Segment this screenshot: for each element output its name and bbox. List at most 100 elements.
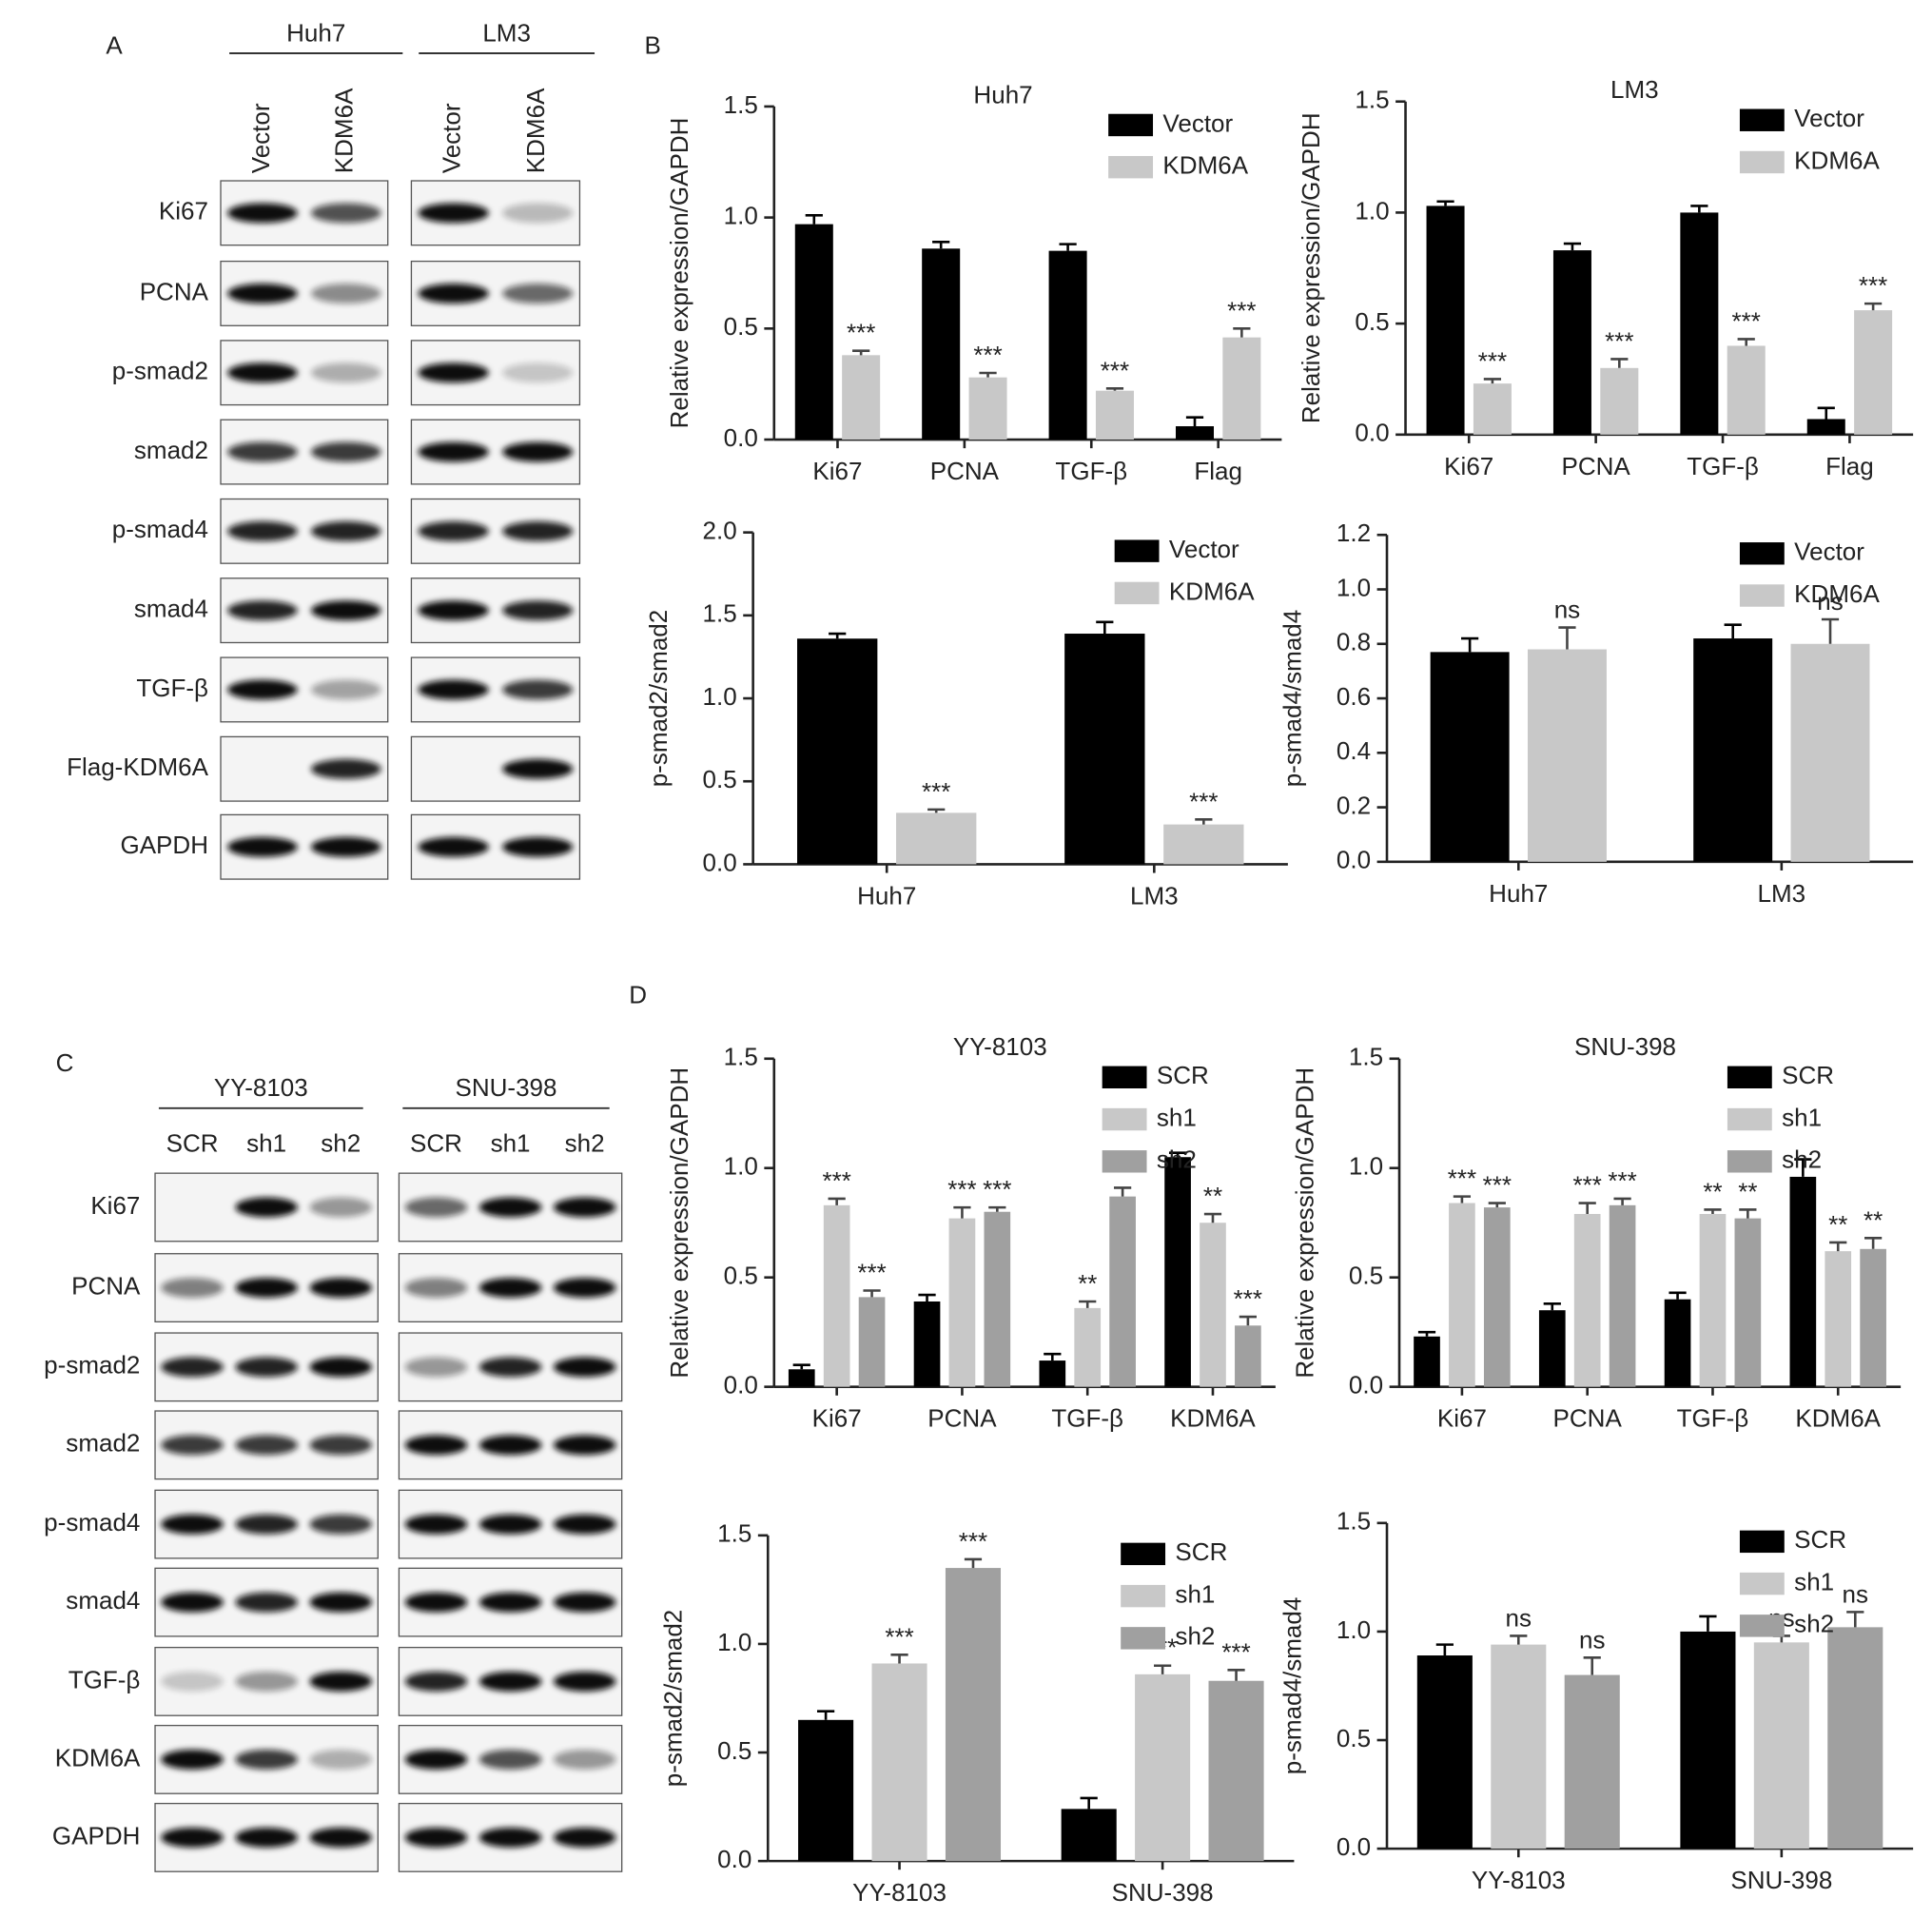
legend-swatch [1727, 1066, 1772, 1089]
error-bar [918, 1293, 936, 1302]
bar [1164, 1157, 1191, 1387]
error-bar [1483, 378, 1502, 384]
legend-swatch [1102, 1066, 1147, 1089]
significance-label: ** [1078, 1269, 1097, 1298]
x-tick-label: PCNA [1553, 1404, 1623, 1433]
blot-row-label: smad2 [66, 1429, 140, 1458]
bar [1483, 1207, 1511, 1387]
chart-title: SNU-398 [1574, 1032, 1676, 1061]
legend-label: KDM6A [1794, 146, 1880, 174]
significance-label: *** [973, 341, 1002, 369]
bar [1734, 1218, 1762, 1387]
significance-label: *** [857, 1258, 886, 1286]
chart-title: LM3 [1610, 75, 1659, 104]
error-bar [1079, 1300, 1097, 1308]
y-tick-label: 1.0 [703, 682, 737, 711]
error-bar [1699, 1615, 1717, 1632]
y-tick-label: 1.0 [1355, 196, 1389, 225]
y-tick-label: 1.5 [703, 599, 737, 628]
error-bar [1059, 243, 1077, 251]
y-tick-label: 1.0 [1349, 1152, 1383, 1181]
error-bar [1233, 327, 1251, 338]
error-bar [979, 371, 997, 378]
blot-band [235, 1672, 298, 1692]
bar [1680, 1631, 1736, 1850]
bar [842, 355, 881, 440]
x-tick-label: Ki67 [812, 457, 862, 485]
significance-label: *** [1448, 1164, 1476, 1193]
blot-band [161, 1435, 224, 1456]
y-tick-label: 0.0 [1337, 1832, 1371, 1861]
bar [1416, 1655, 1473, 1850]
blot-row-label: p-smad4 [112, 515, 208, 543]
x-tick-label: Ki67 [812, 1404, 862, 1433]
blot-band [161, 1672, 224, 1692]
error-bar [863, 1289, 881, 1298]
error-bar [1583, 1656, 1601, 1675]
blot-band [502, 679, 574, 700]
bar [871, 1663, 927, 1862]
legend-label: Vector [1169, 535, 1239, 563]
y-axis-label: p-smad2/smad2 [644, 610, 673, 788]
significance-label: *** [1572, 1170, 1601, 1199]
significance-label: *** [1101, 356, 1129, 384]
bar [1693, 638, 1773, 862]
error-bar [1436, 200, 1454, 206]
blot-band [310, 836, 381, 857]
y-tick-label: 0.5 [1349, 1262, 1383, 1290]
blot-band [161, 1357, 224, 1378]
blot-band [478, 1357, 542, 1378]
y-tick-label: 0.0 [703, 848, 737, 876]
blot-band [161, 1592, 224, 1613]
error-bar [1610, 358, 1629, 368]
significance-label: ns [1506, 1603, 1532, 1632]
bar [1222, 337, 1261, 440]
error-bar [1203, 1212, 1222, 1223]
legend-label: Vector [1794, 538, 1864, 566]
blot-band [161, 1827, 224, 1848]
bar [1095, 390, 1134, 440]
bar [1430, 652, 1510, 862]
y-tick-label: 1.5 [1349, 1043, 1383, 1071]
error-bar [1185, 416, 1204, 427]
legend-swatch [1727, 1107, 1772, 1131]
legend-label: SCR [1782, 1061, 1834, 1089]
blot-band [227, 203, 298, 224]
blot-band [502, 520, 574, 541]
legend-label: sh1 [1782, 1103, 1822, 1131]
bar [1564, 1674, 1620, 1850]
error-bar [1096, 620, 1114, 635]
error-bar [1239, 1315, 1257, 1326]
bar [1860, 1248, 1886, 1387]
blot-band [502, 441, 574, 462]
bar [1699, 1214, 1727, 1387]
error-bar [1817, 406, 1835, 420]
lane-label: KDM6A [330, 88, 359, 173]
y-tick-label: 0.2 [1337, 791, 1371, 819]
blot-band [553, 1514, 616, 1535]
lane-label: KDM6A [521, 88, 550, 173]
blot-band [553, 1197, 616, 1218]
blot-row-label: PCNA [140, 277, 209, 305]
legend-label: Vector [1162, 108, 1233, 137]
y-tick-label: 0.0 [724, 1371, 758, 1399]
blot-band [310, 441, 381, 462]
blot-band [309, 1357, 373, 1378]
y-tick-label: 1.0 [1337, 573, 1371, 601]
bar [798, 1719, 854, 1862]
bar [1753, 1642, 1809, 1850]
blot-row-label: p-smad2 [112, 357, 208, 385]
bar [1854, 310, 1893, 435]
blot-band [418, 679, 489, 700]
error-bar [1461, 636, 1479, 653]
significance-label: *** [922, 777, 950, 806]
blot-band [502, 758, 574, 779]
blot-band [227, 836, 298, 857]
blot-band [418, 600, 489, 621]
legend-swatch [1108, 155, 1154, 179]
significance-label: *** [1605, 326, 1633, 355]
blot-band [404, 1514, 468, 1535]
x-tick-label: Ki67 [1444, 452, 1493, 480]
blot-band [227, 600, 298, 621]
